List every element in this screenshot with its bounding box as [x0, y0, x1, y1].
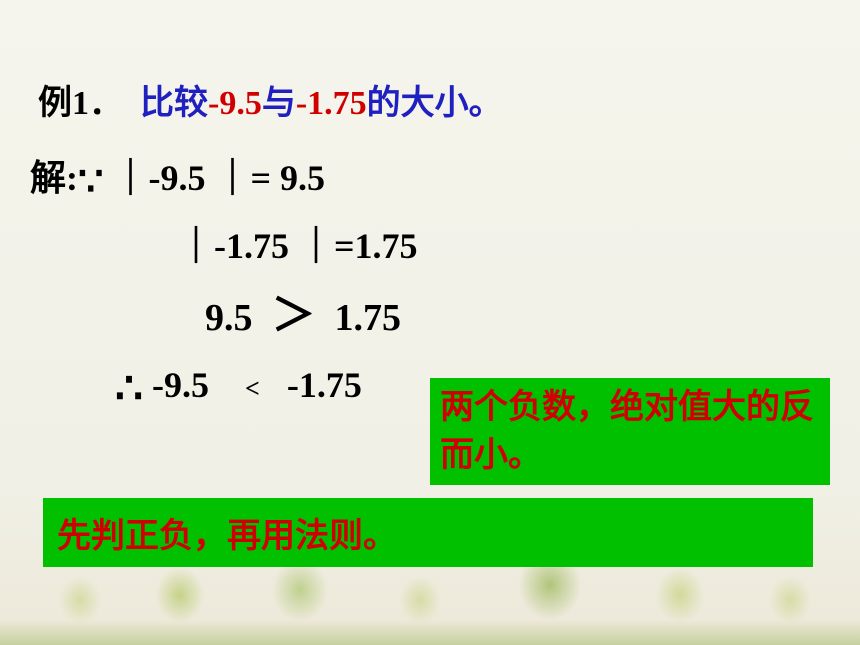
- number-2: -1.75: [296, 85, 367, 122]
- compare-suffix: 的大小。: [367, 85, 503, 122]
- abs-value-1: 9.5: [271, 158, 325, 198]
- result-left: -9.5: [152, 365, 209, 405]
- compare-middle: 与: [262, 85, 296, 122]
- greater-than-symbol: ＞: [272, 291, 316, 340]
- tip-box: 先判正负，再用法则。: [43, 498, 813, 567]
- slide-content: 例1． 比较-9.5与-1.75的大小。 解:∵ ｜-9.5 ｜= 9.5 ｜-…: [0, 0, 860, 414]
- therefore-symbol: ∴: [115, 364, 143, 413]
- abs-expression-2: ｜-1.75 ｜=: [178, 226, 355, 266]
- example-number: 例1．: [38, 85, 123, 122]
- comparison-line: 9.5 ＞ 1.75: [30, 279, 830, 343]
- tree-silhouettes: [0, 555, 860, 645]
- solution-line-1: 解:∵ ｜-9.5 ｜= 9.5: [30, 149, 830, 205]
- abs-expression-1: ｜-9.5 ｜=: [112, 158, 271, 198]
- result-right: -1.75: [287, 365, 362, 405]
- grass-ground: [0, 620, 860, 645]
- solution-line-2: ｜-1.75 ｜=1.75: [30, 217, 830, 269]
- example-title-line: 例1． 比较-9.5与-1.75的大小。: [30, 75, 830, 124]
- rule-box: 两个负数，绝对值大的反而小。: [430, 378, 830, 485]
- compare-prefix: 比较: [140, 85, 208, 122]
- number-1: -9.5: [208, 85, 262, 122]
- less-than-symbol: <: [245, 374, 260, 403]
- abs-value-2: 1.75: [355, 226, 418, 266]
- compare-right: 1.75: [335, 297, 402, 339]
- solution-label: 解:: [30, 158, 78, 198]
- compare-left: 9.5: [205, 297, 253, 339]
- because-symbol: ∵: [78, 159, 103, 204]
